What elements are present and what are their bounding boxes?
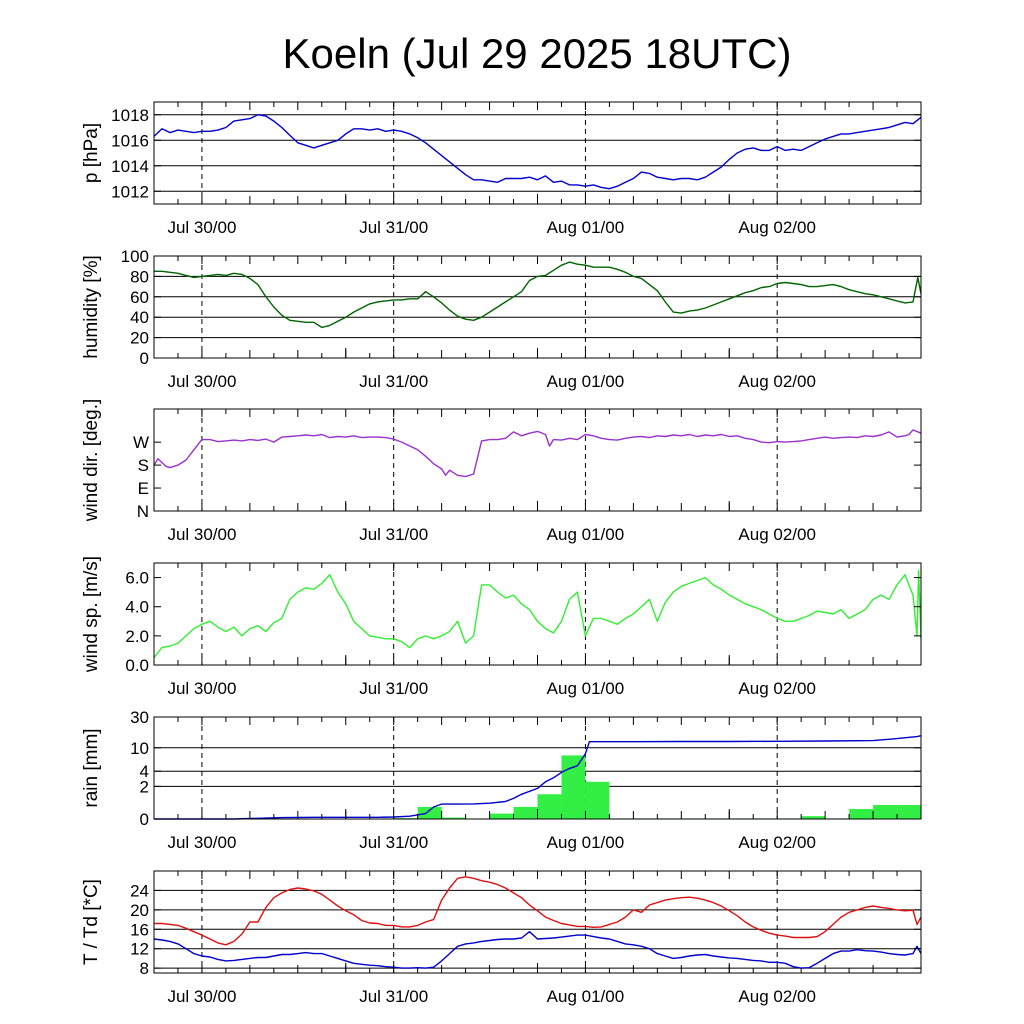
- rain-bar: [417, 806, 442, 819]
- x-tick-label: Jul 31/00: [359, 987, 428, 1006]
- dewpoint-line: [153, 931, 922, 969]
- x-tick-label: Jul 30/00: [167, 833, 236, 852]
- x-tick-label: Aug 01/00: [547, 525, 625, 544]
- x-tick-label: Aug 02/00: [738, 987, 816, 1006]
- y-axis-label: T / Td [*C]: [81, 879, 102, 965]
- rain_cum-line: [154, 735, 922, 820]
- y-tick-label: 80: [130, 267, 149, 286]
- x-tick-label: Jul 30/00: [167, 218, 236, 237]
- x-tick-label: Aug 02/00: [738, 372, 816, 391]
- y-tick-label: E: [138, 479, 149, 498]
- rain-bar: [585, 781, 610, 819]
- y-tick-label: 6.0: [125, 569, 149, 588]
- panel-frame: [153, 562, 922, 666]
- y-tick-label: 8: [140, 959, 149, 978]
- rain-bar: [537, 794, 562, 819]
- y-tick-label: 30: [130, 708, 149, 727]
- y-tick-label: 0.0: [125, 656, 149, 675]
- y-tick-label: 100: [121, 247, 149, 266]
- rain-bar: [873, 805, 898, 819]
- y-tick-label: 1018: [111, 106, 149, 125]
- y-tick-label: 10: [130, 739, 149, 758]
- rain-bar: [441, 817, 466, 819]
- humidity-line: [154, 261, 922, 329]
- rain-bar: [801, 816, 826, 819]
- panel-frame: [153, 870, 922, 974]
- y-tick-label: 1014: [111, 157, 149, 176]
- y-tick-label: 16: [130, 920, 149, 939]
- y-tick-label: 1012: [111, 182, 149, 201]
- x-tick-label: Aug 01/00: [547, 372, 625, 391]
- y-tick-label: 12: [130, 940, 149, 959]
- panel-5: 0 24 10 30 Jul 30/00 Jul 31/00 Aug 01/00 Aug 02…: [81, 708, 922, 852]
- x-tick-label: Aug 02/00: [738, 833, 816, 852]
- y-tick-label: 1016: [111, 131, 149, 150]
- x-tick-label: Jul 31/00: [359, 525, 428, 544]
- x-tick-label: Jul 30/00: [167, 372, 236, 391]
- rain-bar: [489, 813, 514, 819]
- y-tick-label: 20: [130, 901, 149, 920]
- rain-bar: [897, 805, 921, 819]
- rain-bar: [561, 755, 586, 819]
- y-tick-label: 20: [130, 329, 149, 348]
- panel-4: 0.0 2.0 4.0 6.0 Jul 30/00 Jul 31/00 Aug 01/00 A…: [81, 556, 922, 698]
- y-tick-label: 4: [140, 762, 149, 781]
- wind_dir-line: [153, 429, 922, 478]
- panel-frame: [153, 255, 922, 359]
- temperature-line: [154, 876, 922, 946]
- y-tick-label: 60: [130, 288, 149, 307]
- y-tick-label: 2: [140, 777, 149, 796]
- x-tick-label: Jul 30/00: [167, 525, 236, 544]
- x-tick-label: Aug 01/00: [547, 218, 625, 237]
- x-tick-label: Aug 01/00: [547, 679, 625, 698]
- y-axis-label: rain [mm]: [81, 728, 102, 807]
- panel-1: 1012 1014 1016 1018 Jul 30/00 Jul 31/00 Aug 01…: [81, 101, 922, 237]
- x-tick-label: Jul 31/00: [359, 372, 428, 391]
- y-tick-label: 0: [140, 349, 149, 368]
- y-tick-label: S: [138, 456, 149, 475]
- rain-bar: [513, 806, 538, 819]
- y-tick-label: 24: [130, 881, 149, 900]
- x-tick-label: Jul 30/00: [167, 987, 236, 1006]
- y-tick-label: 2.0: [125, 627, 149, 646]
- y-tick-label: W: [133, 433, 149, 452]
- pressure-line: [153, 114, 922, 190]
- y-tick-label: 4.0: [125, 598, 149, 617]
- chart-title: Koeln (Jul 29 2025 18UTC): [283, 30, 792, 77]
- x-tick-label: Aug 02/00: [738, 525, 816, 544]
- x-tick-label: Jul 31/00: [359, 218, 428, 237]
- y-axis-label: p [hPa]: [81, 123, 102, 183]
- x-tick-label: Jul 31/00: [359, 833, 428, 852]
- panel-frame: [153, 408, 922, 512]
- y-tick-label: 40: [130, 308, 149, 327]
- x-tick-label: Jul 31/00: [359, 679, 428, 698]
- x-tick-label: Jul 30/00: [167, 679, 236, 698]
- y-tick-label: 0: [140, 810, 149, 829]
- x-tick-label: Aug 01/00: [547, 987, 625, 1006]
- x-tick-label: Aug 02/00: [738, 218, 816, 237]
- y-axis-label: humidity [%]: [81, 255, 102, 358]
- x-tick-label: Aug 02/00: [738, 679, 816, 698]
- x-tick-label: Aug 01/00: [547, 833, 625, 852]
- y-axis-label: wind dir. [deg.]: [81, 399, 102, 523]
- y-tick-label: N: [137, 502, 149, 521]
- rain-bar: [849, 809, 874, 819]
- y-axis-label: wind sp. [m/s]: [81, 556, 102, 673]
- wind_speed-line: [153, 569, 922, 659]
